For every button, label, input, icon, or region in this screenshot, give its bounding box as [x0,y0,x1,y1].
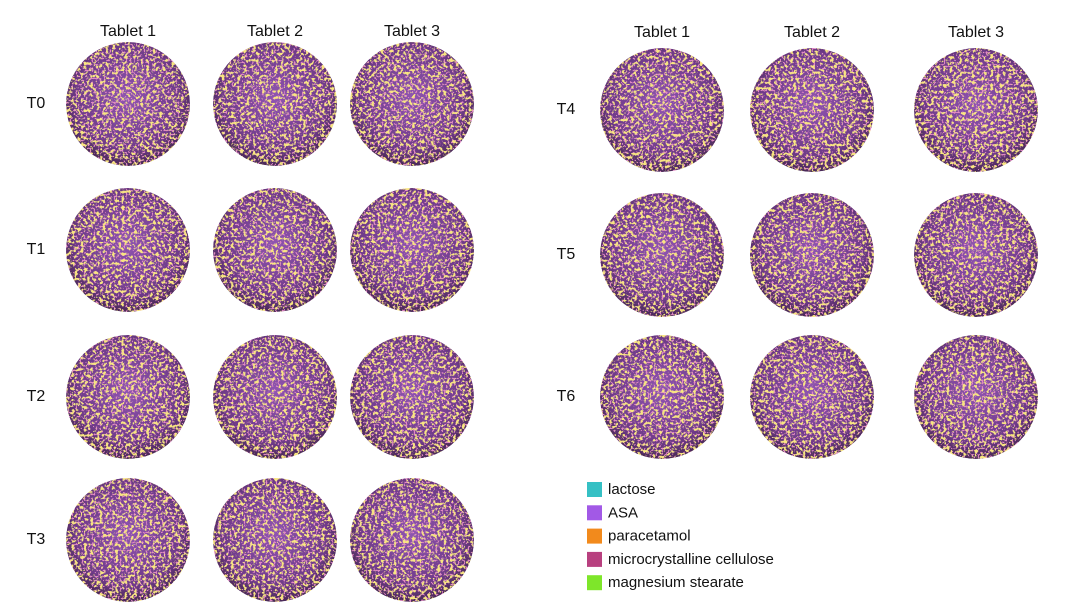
row-label: T5 [557,246,576,263]
legend-swatch [587,505,602,521]
tablet-image [350,42,474,166]
tablet-image [600,48,724,172]
tablet-image [750,48,874,172]
legend-swatch [587,528,602,544]
column-header: Tablet 3 [384,23,440,40]
legend-swatch [587,482,602,497]
tablet-image [350,478,474,602]
legend-label: microcrystalline cellulose [608,551,774,568]
legend-swatch [587,575,602,591]
tablet-image [66,478,190,602]
tablet-image [66,335,190,459]
legend-label: lactose [608,481,656,498]
tablet-image [600,335,724,459]
tablet-image [350,335,474,459]
legend-label: magnesium stearate [608,574,744,591]
row-label: T3 [27,531,46,548]
row-label: T0 [27,95,46,112]
legend-swatch [587,551,602,567]
tablet-image [213,478,337,602]
tablet-image [600,193,724,317]
column-header: Tablet 3 [948,24,1004,41]
column-header: Tablet 1 [634,24,690,41]
tablet-image [750,335,874,459]
tablet-image [914,48,1038,172]
row-label: T6 [557,388,576,405]
tablet-image [914,193,1038,317]
tablet-image [213,335,337,459]
legend-label: paracetamol [608,528,691,545]
row-label: T2 [27,388,46,405]
tablet-image [914,335,1038,459]
row-label: T4 [557,101,576,118]
tablet-image [66,42,190,166]
tablet-image [213,188,337,312]
tablet-image [213,42,337,166]
tablet-image [66,188,190,312]
row-label: T1 [27,241,46,258]
column-header: Tablet 2 [784,24,840,41]
tablet-image [350,188,474,312]
tablet-image [750,193,874,317]
column-header: Tablet 1 [100,23,156,40]
column-header: Tablet 2 [247,23,303,40]
legend-label: ASA [608,504,638,521]
